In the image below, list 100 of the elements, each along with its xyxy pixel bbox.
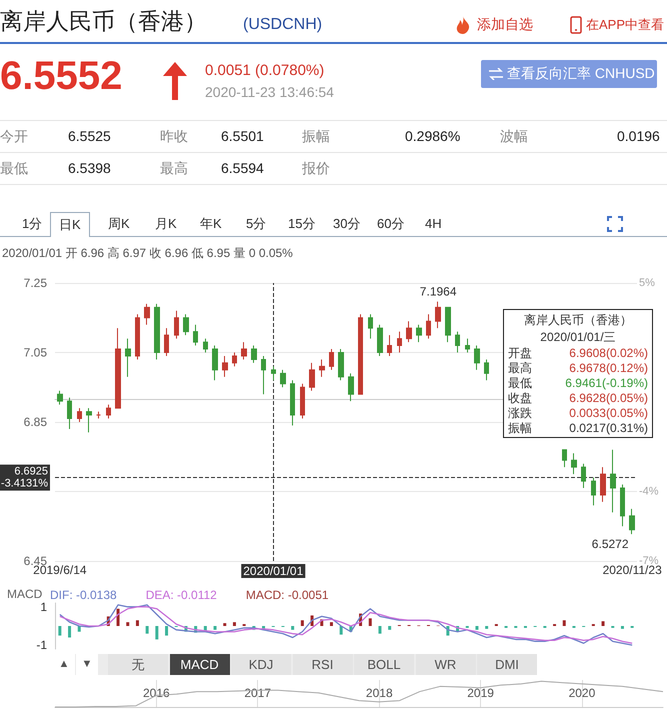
candlestick [329,348,334,370]
bar [78,626,81,632]
candlestick [241,342,247,360]
text: 月K [155,215,177,233]
text: 6.5594 [221,160,264,176]
bar [136,620,139,626]
candlestick [86,408,92,433]
text: 2020/01/01 开 6.96 高 6.97 收 6.96 低 6.95 量 0 0.05% [2,245,293,262]
bar [330,622,333,626]
y2-tick-label: -4% [639,486,659,498]
bar [300,620,304,626]
text: KDJ [231,654,291,675]
text: (USDCNH) [243,16,322,34]
candlestick [251,345,257,364]
candlestick [348,372,354,402]
text: 15分 [288,215,316,233]
candlestick [484,358,489,381]
candlestick [125,338,131,378]
candlestick [319,358,325,378]
candlestick [57,390,63,406]
text: DMI [477,654,537,675]
candlestick [406,320,412,343]
bar [562,620,566,626]
candlestick [426,314,431,340]
text: 6.5501 [221,128,264,144]
candlestick [387,334,392,356]
candlestick [600,466,606,502]
annotation: 0.0217(0.31%) [569,421,648,436]
text: RSI [292,654,352,675]
candlestick [222,355,228,378]
x-tick-label: 2020 [568,686,596,700]
bar [485,626,488,629]
bar [155,626,158,640]
annotation: 6.9461(-0.19%) [565,376,648,391]
x-tick-label: 2019 [467,686,494,700]
text: 今开 [0,128,28,146]
text: 查看反向汇率 CNHUSD [507,65,655,83]
candlestick [571,452,577,475]
annotation: 最高 [508,361,532,376]
text: 6.5552 [0,54,122,99]
bar [58,626,62,636]
y-tick-label: 7.05 [24,346,48,360]
candlestick [416,324,422,343]
annotation: 2020/01/01/三 [539,329,617,346]
series-label: DIF: -0.0138 [50,588,118,602]
ref-line-label: 6.6925 -3.4131% [0,466,48,490]
x-tick-label: 2020/01/01 [243,564,304,578]
bar [602,621,605,626]
chart-title: MACD [7,587,43,601]
text: 日K [50,212,90,237]
candlestick [338,348,344,381]
candlestick [261,355,266,395]
text: 60分 [377,215,404,233]
text: ▼ [76,654,98,675]
annotation: 6.9628(0.05%) [569,391,648,406]
text: 0.2986% [405,128,460,144]
text: ▲ [53,654,75,675]
candlestick [183,314,189,336]
text: 最高 [160,160,188,178]
x-tick-label: 2018 [366,686,393,700]
annotation: 6.9678(0.12%) [569,361,648,376]
candlestick [144,303,150,326]
candlestick [445,306,451,343]
y-tick-label: 1 [40,600,48,614]
bar [475,626,478,630]
bar [223,623,226,626]
text: 1分 [22,215,42,233]
text: 周K [108,215,130,233]
candlestick [368,314,373,340]
candlestick [397,331,402,353]
y-tick-label: -1 [36,638,48,652]
bar [68,626,72,638]
text: 0.0196 [617,128,660,144]
candlestick [377,324,383,356]
bar [620,626,624,629]
candlestick [591,477,596,506]
bar [116,608,120,626]
candlestick [154,303,160,360]
candlestick [212,345,218,381]
series-label: DEA: -0.0112 [146,588,218,602]
text: MACD [170,654,230,675]
bar [232,622,236,626]
annotation: 6.5272 [592,537,629,552]
text: 报价 [302,160,330,178]
x-tick-label: 2020/11/23 [602,563,662,577]
candlestick [271,366,276,381]
annotation: 收盘 [508,391,532,406]
text: 最低 [0,160,28,178]
text: 在APP中查看 [586,16,664,34]
annotation: 6.9608(0.02%) [569,346,648,361]
text: 0.0051 (0.0780%) [205,62,324,79]
candlestick [232,352,237,367]
annotation: 最低 [508,376,532,391]
bar [214,626,217,630]
bar [388,626,392,630]
candlestick [629,508,635,535]
text: 波幅 [500,128,528,146]
text: 30分 [333,215,360,233]
text: 无 [108,654,168,675]
candlestick [174,310,179,340]
